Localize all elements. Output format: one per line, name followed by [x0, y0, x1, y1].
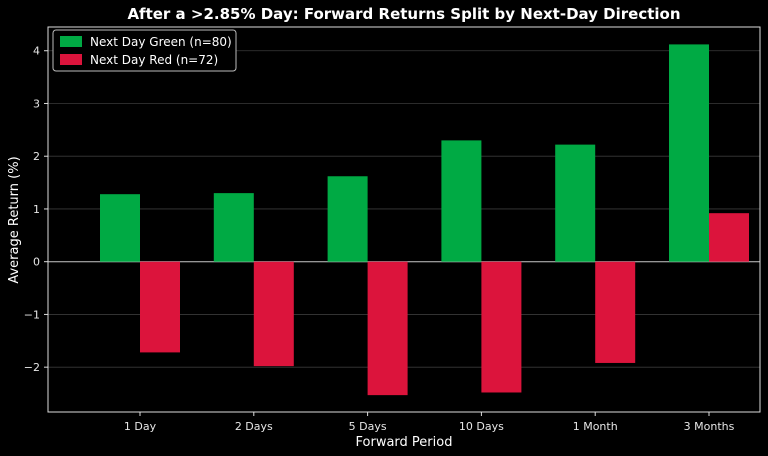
bar-green-2: [327, 176, 368, 262]
y-tick-label: 2: [33, 150, 40, 163]
bar-red-3: [481, 261, 522, 393]
x-tick-label: 3 Months: [684, 420, 735, 433]
y-tick-label: −1: [24, 308, 40, 321]
x-tick-label: 5 Days: [349, 420, 387, 433]
legend-label-green: Next Day Green (n=80): [90, 35, 232, 49]
y-axis-label: Average Return (%): [7, 156, 22, 283]
x-tick-label: 10 Days: [459, 420, 504, 433]
plot-frame: [47, 26, 761, 413]
bar-red-0: [140, 261, 180, 353]
legend-swatch-green: [60, 36, 82, 47]
bars-layer: [100, 44, 749, 396]
axes-layer: −2 −1 0 1 2 3 4 1 Day 2 Days 5 Days 10 Days 1 Month…: [24, 26, 761, 433]
legend-swatch-red: [60, 54, 82, 65]
y-tick-label: 3: [33, 97, 40, 110]
y-tick-label: −2: [24, 361, 40, 374]
y-tick-label: 0: [33, 256, 40, 269]
bar-red-2: [367, 261, 408, 396]
bar-green-0: [100, 194, 140, 262]
legend-frame: [52, 29, 237, 72]
x-axis-label: Forward Period: [356, 435, 453, 450]
bar-red-5: [709, 213, 749, 262]
bar-red-1: [253, 261, 294, 367]
x-tick-label: 1 Month: [573, 420, 618, 433]
x-tick-label: 2 Days: [235, 420, 273, 433]
bar-red-4: [595, 261, 636, 363]
bar-green-3: [441, 140, 482, 262]
chart-title: After a >2.85% Day: Forward Returns Spli…: [127, 5, 680, 23]
y-tick-label: 4: [33, 45, 40, 58]
bar-green-5: [669, 44, 709, 262]
bar-green-4: [555, 144, 596, 262]
y-tick-label: 1: [33, 203, 40, 216]
x-tick-label: 1 Day: [124, 420, 157, 433]
bar-green-1: [213, 193, 254, 262]
legend: Next Day Green (n=80) Next Day Red (n=72…: [52, 29, 237, 72]
legend-label-red: Next Day Red (n=72): [90, 53, 218, 67]
